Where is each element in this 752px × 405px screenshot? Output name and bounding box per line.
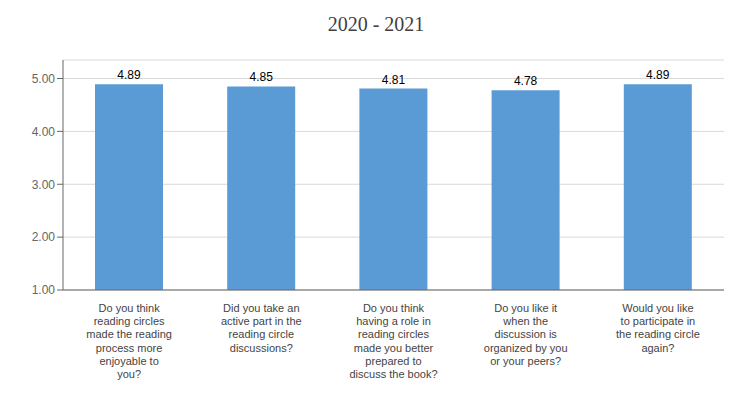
svg-text:4.89: 4.89 <box>646 68 670 82</box>
html-text:2020 - 2021: 2020 - 2021 <box>327 13 425 35</box>
svg-text:2.00: 2.00 <box>32 230 56 244</box>
svg-text:Do you like itwhen thediscussi: Do you like itwhen thediscussion isorgan… <box>484 302 568 367</box>
svg-text:4.81: 4.81 <box>382 73 406 87</box>
svg-text:4.85: 4.85 <box>250 70 274 84</box>
svg-text:Would you liketo participate i: Would you liketo participate inthe readi… <box>616 302 700 354</box>
svg-text:4.89: 4.89 <box>117 68 141 82</box>
svg-text:4.78: 4.78 <box>514 74 538 88</box>
svg-text:Did you take anactive part in: Did you take anactive part in thereading… <box>221 302 302 354</box>
svg-text:Do you thinkreading circlesmad: Do you thinkreading circlesmade the read… <box>86 302 172 380</box>
svg-text:1.00: 1.00 <box>32 283 56 297</box>
svg-text:4.00: 4.00 <box>32 125 56 139</box>
svg-text:3.00: 3.00 <box>32 178 56 192</box>
svg-text:Do you thinkhaving a role inre: Do you thinkhaving a role inreading circ… <box>349 302 437 380</box>
svg-text:5.00: 5.00 <box>32 72 56 86</box>
